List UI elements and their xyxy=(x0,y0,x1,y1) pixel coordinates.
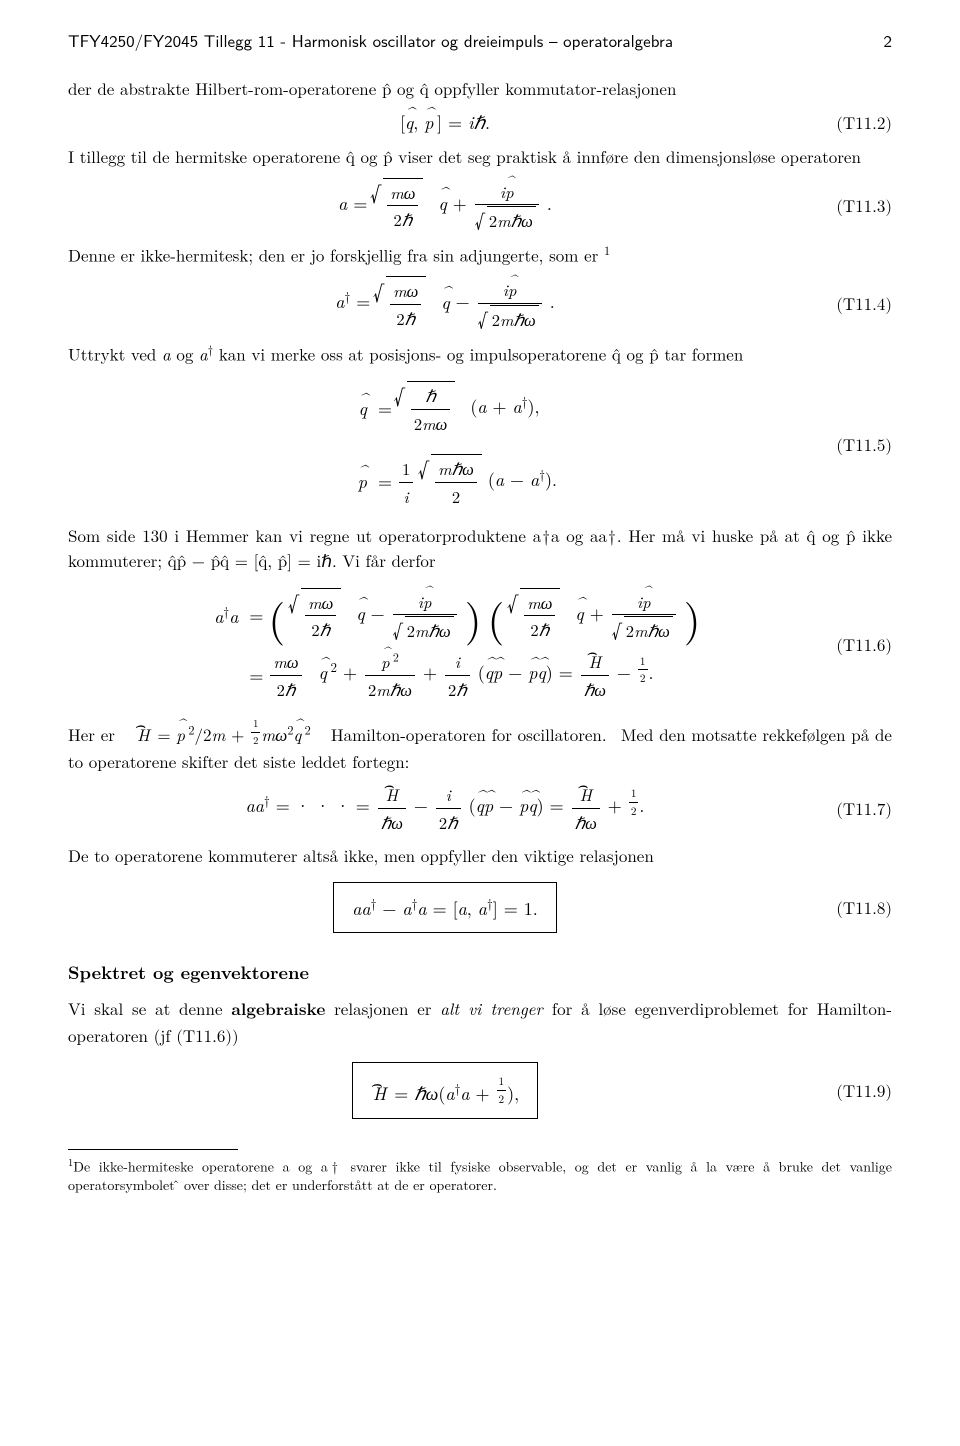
para-8c: relasjonen er xyxy=(325,996,440,1020)
eq-t11-8-num: (T11.8) xyxy=(822,895,892,921)
para-8d: alt vi trenger xyxy=(440,996,552,1020)
eq-t11-3-num: (T11.3) xyxy=(822,193,892,219)
para-1-text: der de abstrakte Hilbert-rom-operatorene… xyxy=(68,76,676,100)
para-4: Uttrykt ved a og a† kan vi merke oss at … xyxy=(68,340,892,367)
eq-t11-5-body: q = ℏ2mω (a + a†), p = 1i mℏω2 (a − a†). xyxy=(68,375,822,514)
eq-t11-9-body: H = ℏω(a†a + 12), xyxy=(68,1062,822,1118)
para-7-text: De to operatorene kommuterer altså ikke,… xyxy=(68,843,654,867)
footnote-1: 1De ikke-hermiteske operatorene a og a† … xyxy=(68,1156,892,1195)
para-4a: Uttrykt ved xyxy=(68,342,162,366)
eq-t11-3-body: a = mω2ℏ q + ip2mℏω . xyxy=(68,178,822,234)
para-3: Denne er ikke-hermitesk; den er jo forsk… xyxy=(68,241,892,268)
footnote-rule xyxy=(68,1149,238,1150)
eq-t11-2-body: [q, p ] = iℏ. xyxy=(68,109,822,136)
eq-t11-9: H = ℏω(a†a + 12), (T11.9) xyxy=(68,1062,892,1118)
para-5-text: Som side 130 i Hemmer kan vi regne ut op… xyxy=(68,523,892,573)
section-heading: Spektret og egenvektorene xyxy=(68,959,892,986)
eq-t11-9-num: (T11.9) xyxy=(822,1078,892,1104)
para-4c: kan vi merke oss at posisjons- og impuls… xyxy=(213,342,743,366)
para-8a: Vi skal se at denne xyxy=(68,996,231,1020)
footnote-ref-1: 1 xyxy=(604,241,610,259)
header-title: TFY4250/FY2045 Tillegg 11 - Harmonisk os… xyxy=(68,28,673,54)
eq-t11-7: aa† = · · · = Hℏω − i2ℏ (qp − pq) = Hℏω … xyxy=(68,782,892,835)
eq-t11-7-num: (T11.7) xyxy=(822,796,892,822)
para-8b: algebraiske xyxy=(231,997,325,1021)
page-header: TFY4250/FY2045 Tillegg 11 - Harmonisk os… xyxy=(68,28,892,54)
eq-t11-4-num: (T11.4) xyxy=(822,291,892,317)
eq-t11-2-num: (T11.2) xyxy=(822,110,892,136)
eq-t11-4: a† = mω2ℏ q − ip2mℏω . (T11.4) xyxy=(68,276,892,332)
eq-t11-6-body: a†a = ( mω2ℏ q − ip2mℏω ) ( mω2ℏ q + ip2… xyxy=(68,582,822,708)
header-page-num: 2 xyxy=(884,28,893,54)
eq-t11-4-body: a† = mω2ℏ q − ip2mℏω . xyxy=(68,276,822,332)
eq-t11-6-num: (T11.6) xyxy=(822,632,892,658)
eq-t11-5: q = ℏ2mω (a + a†), p = 1i mℏω2 (a − a†).… xyxy=(68,375,892,514)
eq-t11-3: a = mω2ℏ q + ip2mℏω . (T11.3) xyxy=(68,178,892,234)
para-2-text: I tillegg til de hermitske operatorene q… xyxy=(68,144,861,168)
para-1: der de abstrakte Hilbert-rom-operatorene… xyxy=(68,76,892,102)
para-6: Her er H = p 2/2m + 12mω2q 2 Hamilton-op… xyxy=(68,716,892,774)
footnote-1-text: De ikke-hermiteske operatorene a og a† s… xyxy=(68,1156,892,1195)
para-7: De to operatorene kommuterer altså ikke,… xyxy=(68,843,892,869)
eq-t11-8: aa† − a†a = [a, a†] = 1. (T11.8) xyxy=(68,882,892,933)
eq-t11-7-body: aa† = · · · = Hℏω − i2ℏ (qp − pq) = Hℏω … xyxy=(68,782,822,835)
para-5: Som side 130 i Hemmer kan vi regne ut op… xyxy=(68,523,892,574)
eq-t11-6: a†a = ( mω2ℏ q − ip2mℏω ) ( mω2ℏ q + ip2… xyxy=(68,582,892,708)
para-3-text: Denne er ikke-hermitesk; den er jo forsk… xyxy=(68,243,604,267)
para-8: Vi skal se at denne algebraiske relasjon… xyxy=(68,996,892,1048)
eq-t11-8-body: aa† − a†a = [a, a†] = 1. xyxy=(68,882,822,933)
para-4b: og xyxy=(171,342,199,366)
para-2: I tillegg til de hermitske operatorene q… xyxy=(68,144,892,170)
eq-t11-2: [q, p ] = iℏ. (T11.2) xyxy=(68,109,892,136)
eq-t11-5-num: (T11.5) xyxy=(822,432,892,458)
